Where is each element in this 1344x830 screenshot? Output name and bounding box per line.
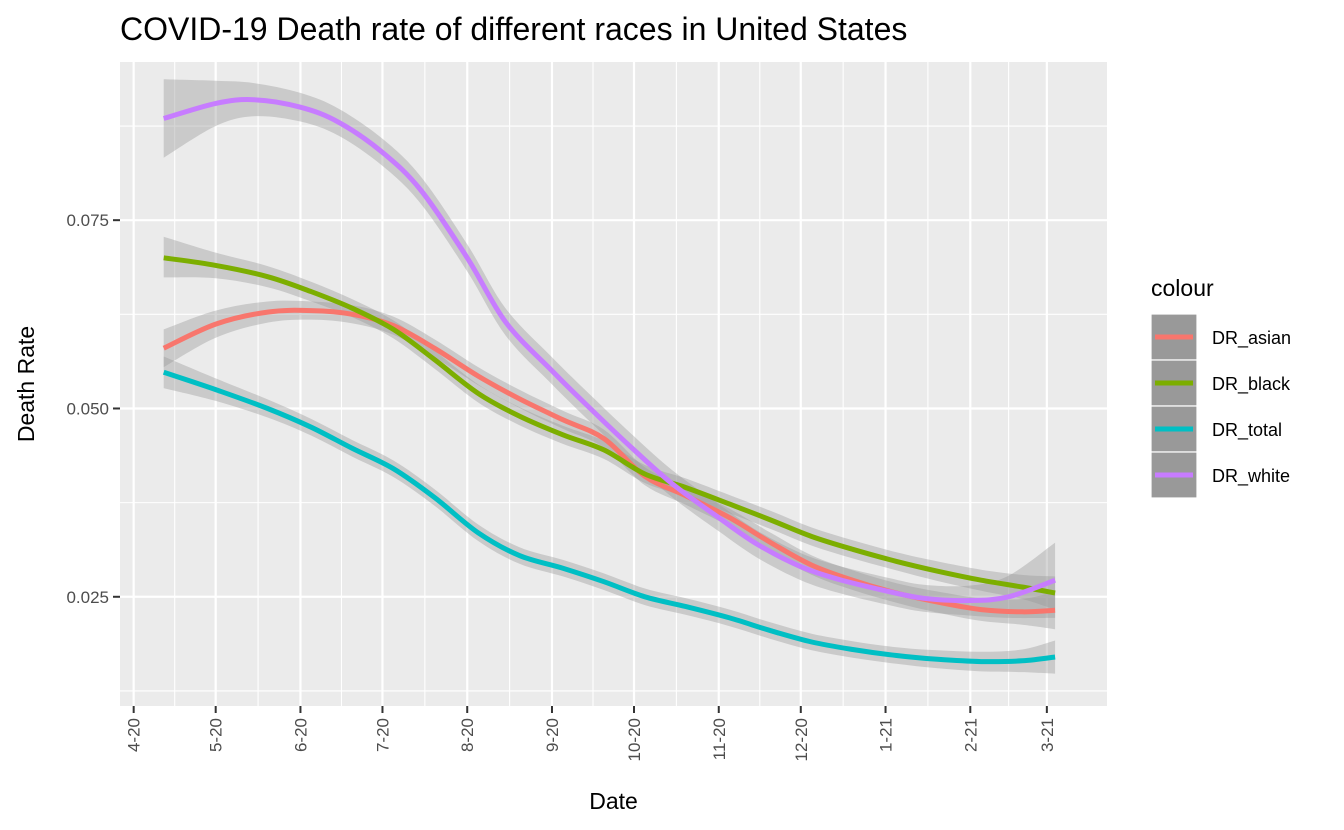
y-axis-title: Death Rate <box>13 326 39 442</box>
y-axis: 0.025 0.050 0.075 <box>66 211 120 607</box>
x-tick-label: 8-20 <box>458 718 477 752</box>
y-tick-label: 0.025 <box>66 588 109 607</box>
line-DR_white <box>163 97 1056 604</box>
y-tick-label: 0.075 <box>66 211 109 230</box>
x-axis: 4-20 5-20 6-20 7-20 8-20 9-20 10-20 11-20 12-20 1… <box>125 706 1057 761</box>
x-tick-label: 2-21 <box>961 718 980 752</box>
legend-label: DR_black <box>1212 374 1291 395</box>
legend-items: DR_asian DR_black DR_total DR_white <box>1150 313 1291 499</box>
x-tick-label: 5-20 <box>207 718 226 752</box>
x-tick-label: 3-21 <box>1038 718 1057 752</box>
x-tick-label: 7-20 <box>373 718 392 752</box>
y-tick-label: 0.050 <box>66 399 109 418</box>
confidence-ribbons <box>163 79 1056 674</box>
line-DR_total <box>162 369 1056 665</box>
legend-label: DR_total <box>1212 420 1282 441</box>
x-tick-label: 9-20 <box>543 718 562 752</box>
x-tick-label: 1-21 <box>877 718 896 752</box>
x-tick-label: 10-20 <box>625 718 644 761</box>
x-axis-title: Date <box>589 788 638 814</box>
legend-label: DR_asian <box>1212 328 1291 349</box>
chart-title: COVID-19 Death rate of different races i… <box>120 11 907 47</box>
legend-label: DR_white <box>1212 466 1290 487</box>
line-DR_black <box>163 255 1056 596</box>
legend-title: colour <box>1151 275 1214 301</box>
x-tick-label: 11-20 <box>710 718 729 760</box>
series-lines <box>162 97 1056 665</box>
x-tick-label: 12-20 <box>792 718 811 761</box>
x-tick-label: 6-20 <box>291 718 310 752</box>
ribbon-DR_black <box>163 236 1056 610</box>
legend: colour DR_asian DR_black DR_total DR_white <box>1150 275 1291 499</box>
x-tick-label: 4-20 <box>125 718 144 752</box>
